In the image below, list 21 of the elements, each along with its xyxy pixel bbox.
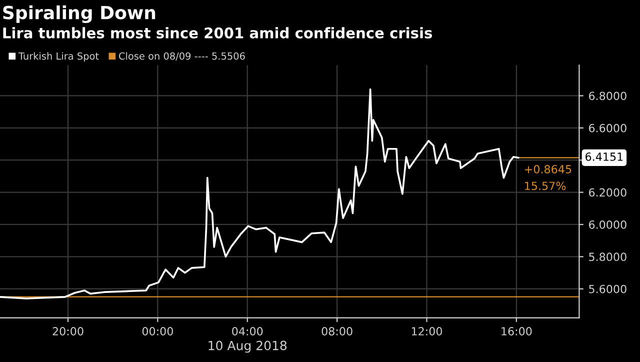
- x-tick-label: 00:00: [142, 327, 173, 336]
- y-tick-label: 5.6000: [589, 284, 626, 294]
- annotation: 15.57%: [525, 182, 566, 190]
- annotation: +0.8645: [525, 165, 572, 174]
- x-tick-label: 16:00: [502, 327, 532, 336]
- y-tick-label: 6.2000: [589, 188, 626, 197]
- x-tick-label: 20:00: [52, 327, 84, 336]
- x-tick-label: 04:00: [232, 327, 263, 336]
- chart-title: Spiraling Down: [3, 5, 156, 24]
- x-tick-label: 12:00: [412, 327, 442, 336]
- x-tick-label: 08:00: [322, 327, 352, 336]
- legend-label: Close on 08/09 ---- 5.5506: [119, 52, 245, 60]
- line-series: [0, 88, 520, 300]
- annotation: 6.4151: [586, 152, 623, 161]
- y-tick-label: 6.8000: [589, 92, 626, 100]
- chart-subtitle: Lira tumbles most since 2001 amid confidence crisis: [3, 27, 432, 38]
- y-tick-label: 6.0000: [589, 220, 626, 229]
- x-axis-title: 10 Aug 2018: [208, 340, 287, 353]
- y-tick-label: 6.6000: [589, 124, 626, 132]
- y-tick-label: 5.8000: [589, 252, 626, 262]
- legend-label: Turkish Lira Spot: [18, 52, 99, 62]
